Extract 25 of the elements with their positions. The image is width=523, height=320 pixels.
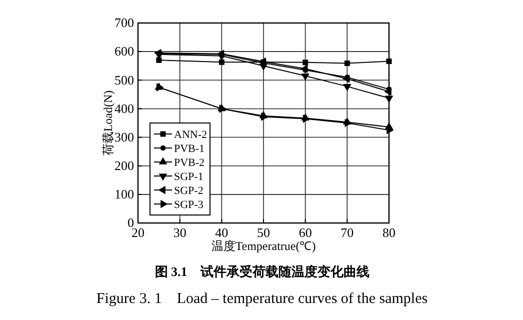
legend-label: SGP-2 — [174, 185, 204, 197]
y-tick-label: 200 — [114, 158, 134, 174]
x-axis-title: 温度Temperatrue(℃) — [211, 239, 316, 253]
y-tick-label: 600 — [114, 44, 134, 59]
y-axis-title: 荷载Load(N) — [101, 90, 115, 156]
legend-label: SGP-3 — [174, 199, 204, 211]
legend-label: SGP-1 — [174, 171, 204, 183]
x-tick-label: 60 — [298, 225, 312, 240]
legend-label: PVB-2 — [174, 157, 205, 169]
x-tick-label: 80 — [382, 225, 396, 240]
y-tick-label: 0 — [128, 215, 134, 230]
y-tick-label: 100 — [114, 186, 134, 202]
x-tick-label: 20 — [132, 225, 144, 240]
y-tick-label: 400 — [114, 100, 134, 116]
x-tick-label: 40 — [215, 225, 228, 240]
y-tick-label: 500 — [114, 72, 134, 88]
text: 图 3.1 试件承受荷载随温度变化曲线 — [154, 264, 370, 279]
x-tick-label: 30 — [173, 225, 186, 240]
text: Figure 3. 1 Load – temperature curves of the samples — [96, 291, 428, 307]
x-tick-label: 70 — [340, 225, 354, 240]
y-tick-label: 300 — [114, 129, 134, 144]
x-tick-label: 50 — [257, 225, 270, 240]
y-tick-label: 700 — [114, 15, 134, 30]
legend-label: ANN-2 — [174, 129, 207, 141]
legend-label: PVB-1 — [174, 143, 205, 155]
